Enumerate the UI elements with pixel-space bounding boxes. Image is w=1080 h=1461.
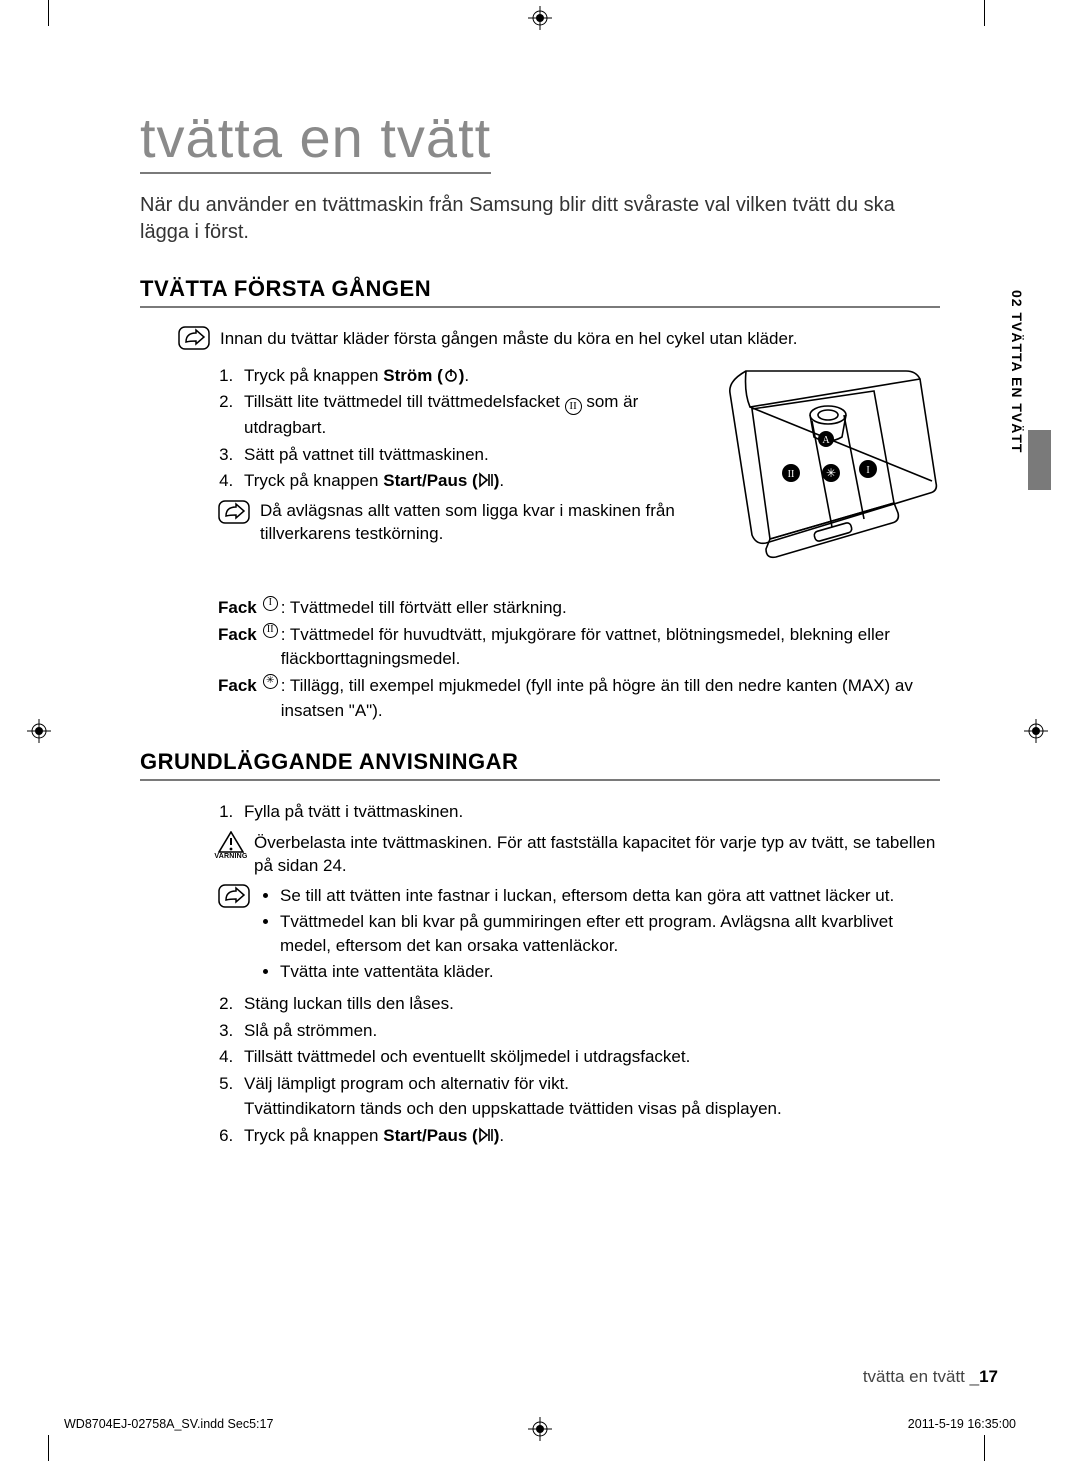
page-title: tvätta en tvätt xyxy=(140,105,491,174)
detergent-drawer-diagram: A II ✳ I xyxy=(716,363,940,568)
compartment-i-icon: I xyxy=(263,596,278,611)
note-bullets: Se till att tvätten inte fastnar i lucka… xyxy=(280,884,940,983)
bullet: Tvättmedel kan bli kvar på gummiringen e… xyxy=(280,910,940,958)
step-2: Stäng luckan tills den låses. xyxy=(238,991,940,1017)
warning-block: VARNING Överbelasta inte tvättmaskinen. … xyxy=(218,831,940,879)
compartment-softener-icon: ✳ xyxy=(263,674,278,689)
bullet: Se till att tvätten inte fastnar i lucka… xyxy=(280,884,940,908)
svg-text:I: I xyxy=(866,465,869,476)
print-timestamp: 2011-5-19 16:35:00 xyxy=(908,1417,1016,1431)
note-icon xyxy=(218,884,250,908)
section1-intro-note-text: Innan du tvättar kläder första gången må… xyxy=(220,326,797,351)
section2-steps-cont: Stäng luckan tills den låses. Slå på str… xyxy=(238,991,940,1148)
step-4: Tillsätt tvättmedel och eventuellt skölj… xyxy=(238,1044,940,1070)
step-3: Slå på strömmen. xyxy=(238,1018,940,1044)
section2-heading: GRUNDLÄGGANDE ANVISNINGAR xyxy=(140,749,940,781)
compartment-row: Fack I: Tvättmedel till förtvätt eller s… xyxy=(218,596,940,621)
step-1: Fylla på tvätt i tvättmaskinen. xyxy=(238,799,940,825)
section1-post-note: Då avlägsnas allt vatten som ligga kvar … xyxy=(218,500,698,546)
compartment-row: Fack II: Tvättmedel för huvudtvätt, mjuk… xyxy=(218,623,940,672)
step-3: Sätt på vattnet till tvättmaskinen. xyxy=(238,442,698,468)
step-5: Välj lämpligt program och alternativ för… xyxy=(238,1071,940,1122)
compartment-list: Fack I: Tvättmedel till förtvätt eller s… xyxy=(218,596,940,723)
step-1: Tryck på knappen Ström (). xyxy=(238,363,698,389)
section2-steps: Fylla på tvätt i tvättmaskinen. xyxy=(238,799,940,825)
compartment-ii-icon: II xyxy=(263,623,278,638)
section1-intro-note: Innan du tvättar kläder första gången må… xyxy=(178,326,940,351)
page-content: tvätta en tvätt När du använder en tvätt… xyxy=(140,105,940,1149)
step-2: Tillsätt lite tvättmedel till tvättmedel… xyxy=(238,389,698,440)
note-icon xyxy=(218,500,250,524)
warning-text: Överbelasta inte tvättmaskinen. För att … xyxy=(254,831,940,879)
step-6: Tryck på knappen Start/Paus (). xyxy=(238,1123,940,1149)
power-icon xyxy=(443,365,459,381)
start-pause-icon xyxy=(478,1125,494,1141)
registration-mark-icon xyxy=(1024,719,1048,743)
section1-post-note-text: Då avlägsnas allt vatten som ligga kvar … xyxy=(260,500,698,546)
svg-text:✳: ✳ xyxy=(826,466,836,480)
step-4: Tryck på knappen Start/Paus (). xyxy=(238,468,698,494)
note-icon xyxy=(178,326,210,350)
print-footer: WD8704EJ-02758A_SV.indd Sec5:17 2011-5-1… xyxy=(64,1417,1016,1431)
section1-steps: Tryck på knappen Ström (). Tillsätt lite… xyxy=(238,363,698,494)
svg-text:A: A xyxy=(822,435,830,446)
svg-text:II: II xyxy=(788,469,795,480)
side-tab: 02 TVÄTTA EN TVÄTT xyxy=(1005,290,1051,490)
registration-mark-icon xyxy=(27,719,51,743)
start-pause-icon xyxy=(478,470,494,486)
compartment-row: Fack ✳: Tillägg, till exempel mjukmedel … xyxy=(218,674,940,723)
registration-mark-icon xyxy=(528,6,552,30)
warning-icon: VARNING xyxy=(218,831,244,879)
page-footer: tvätta en tvätt _17 xyxy=(863,1367,998,1387)
print-file-label: WD8704EJ-02758A_SV.indd Sec5:17 xyxy=(64,1417,273,1431)
compartment-ii-icon: II xyxy=(565,398,582,415)
page-intro: När du använder en tvättmaskin från Sams… xyxy=(140,192,940,246)
side-tab-label: 02 TVÄTTA EN TVÄTT xyxy=(1005,290,1028,470)
bullet: Tvätta inte vattentäta kläder. xyxy=(280,960,940,984)
section1-heading: TVÄTTA FÖRSTA GÅNGEN xyxy=(140,276,940,308)
note-block: Se till att tvätten inte fastnar i lucka… xyxy=(218,884,940,985)
